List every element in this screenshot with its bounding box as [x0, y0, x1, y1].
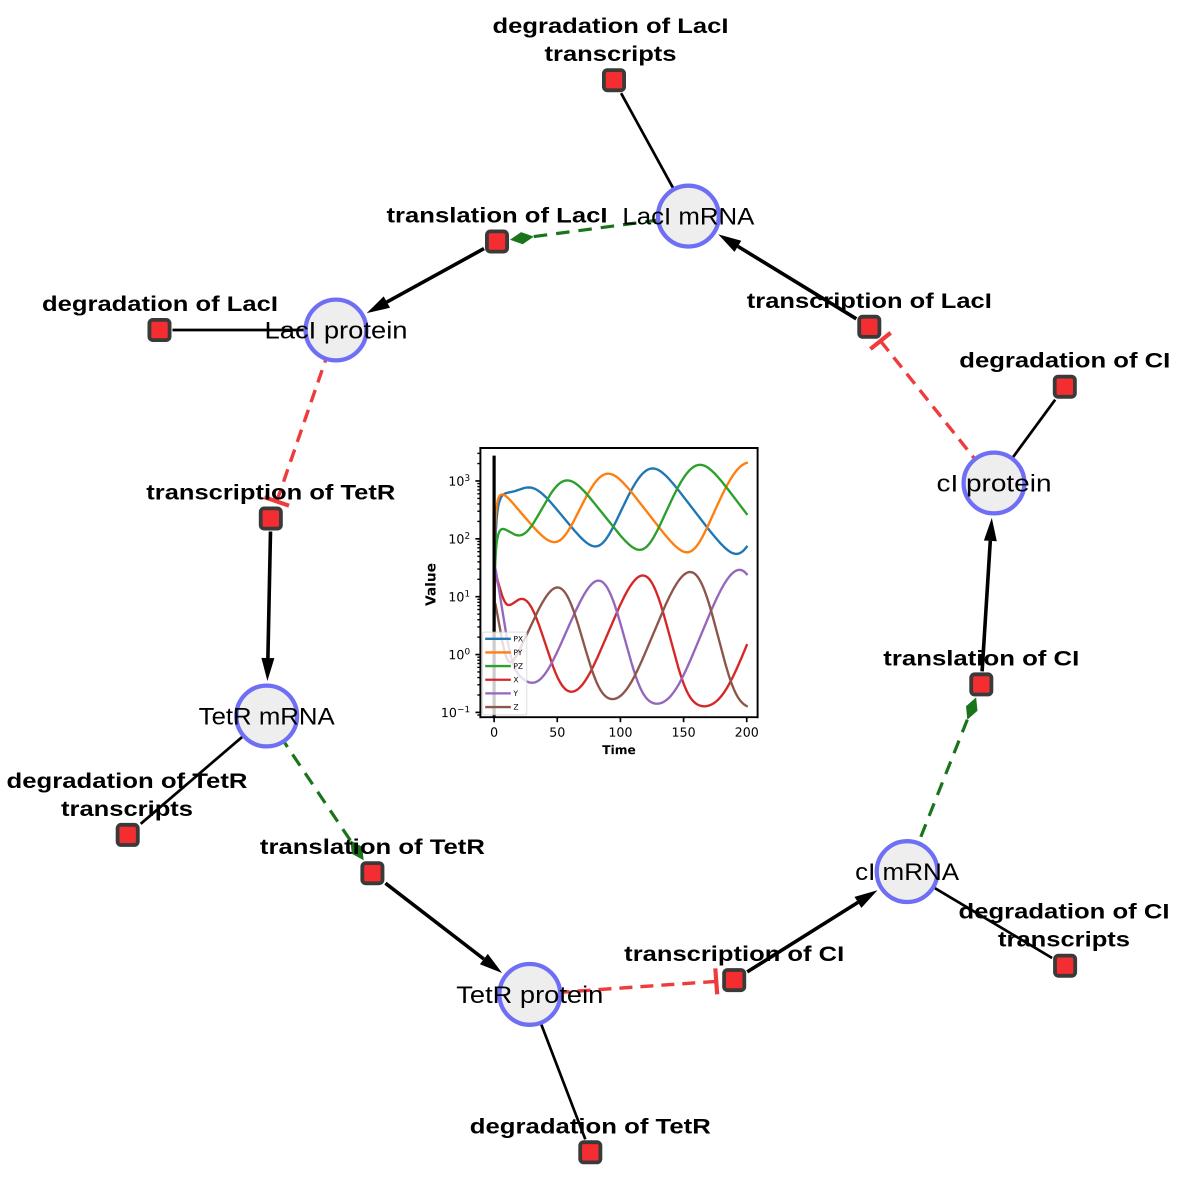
svg-text:transcripts: transcripts	[998, 928, 1130, 952]
svg-text:translation of TetR: translation of TetR	[260, 835, 486, 859]
svg-text:LacI protein: LacI protein	[265, 318, 408, 345]
svg-text:cI mRNA: cI mRNA	[855, 859, 960, 886]
svg-text:transcripts: transcripts	[545, 42, 677, 66]
svg-text:TetR mRNA: TetR mRNA	[199, 704, 336, 731]
svg-text:degradation of TetR: degradation of TetR	[7, 769, 249, 793]
svg-text:LacI mRNA: LacI mRNA	[622, 204, 755, 231]
svg-text:translation of LacI: translation of LacI	[387, 204, 608, 228]
svg-text:translation of CI: translation of CI	[883, 646, 1079, 670]
svg-text:cI protein: cI protein	[937, 471, 1052, 498]
svg-text:transcription of LacI: transcription of LacI	[747, 289, 992, 313]
svg-text:transcription of CI: transcription of CI	[624, 942, 844, 966]
svg-text:degradation of LacI: degradation of LacI	[42, 292, 278, 316]
svg-text:transcription of TetR: transcription of TetR	[146, 481, 396, 505]
svg-text:degradation of CI: degradation of CI	[959, 349, 1170, 373]
svg-text:degradation of CI: degradation of CI	[959, 900, 1170, 924]
svg-text:degradation of LacI: degradation of LacI	[493, 14, 729, 38]
svg-text:TetR protein: TetR protein	[456, 982, 603, 1009]
svg-text:transcripts: transcripts	[61, 797, 193, 821]
svg-text:degradation of TetR: degradation of TetR	[470, 1114, 712, 1138]
